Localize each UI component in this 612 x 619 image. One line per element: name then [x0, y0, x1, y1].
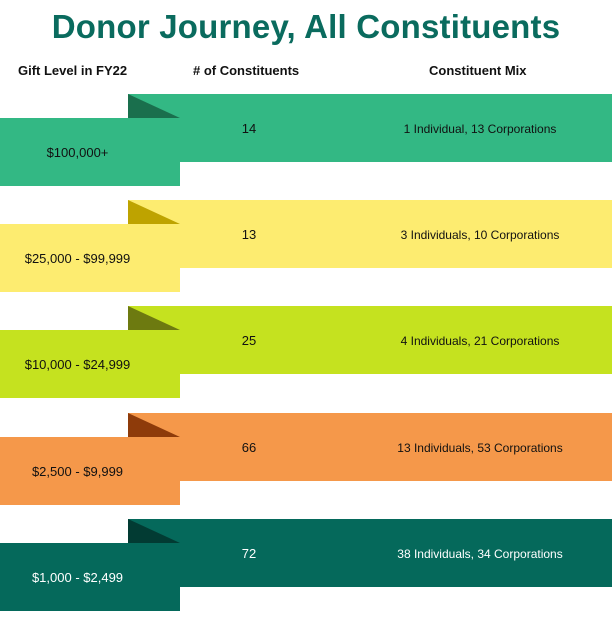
page-title: Donor Journey, All Constituents [51, 8, 561, 45]
ribbon-fold [128, 200, 180, 224]
tier-band [128, 306, 612, 374]
gift-level-tab: $1,000 - $2,499 [0, 543, 180, 611]
tier-row: $25,000 - $99,999 13 3 Individuals, 10 C… [0, 200, 612, 292]
gift-level-tab: $25,000 - $99,999 [0, 224, 180, 292]
gift-level-label: $100,000+ [46, 144, 109, 160]
gift-level-tab: $2,500 - $9,999 [0, 437, 180, 505]
constituent-mix: 13 Individuals, 53 Corporations [397, 441, 563, 455]
tier-row: $10,000 - $24,999 25 4 Individuals, 21 C… [0, 306, 612, 398]
gift-level-column-header: Gift Level in FY22 [18, 63, 128, 78]
constituent-count: 25 [241, 333, 257, 348]
tier-row: $1,000 - $2,499 72 38 Individuals, 34 Co… [0, 519, 612, 611]
tier-band [128, 200, 612, 268]
gift-level-tab: $10,000 - $24,999 [0, 330, 180, 398]
tier-row: $2,500 - $9,999 66 13 Individuals, 53 Co… [0, 413, 612, 505]
gift-level-label: $1,000 - $2,499 [31, 569, 124, 585]
tier-band [128, 94, 612, 162]
constituent-count: 14 [241, 121, 257, 136]
constituent-mix: 3 Individuals, 10 Corporations [400, 228, 560, 242]
tier-band [128, 519, 612, 587]
gift-level-label: $10,000 - $24,999 [24, 356, 131, 372]
constituent-mix-column-header: Constituent Mix [429, 63, 527, 78]
constituents-column-header: # of Constituents [193, 63, 300, 78]
constituent-mix: 4 Individuals, 21 Corporations [400, 334, 560, 348]
ribbon-fold [128, 94, 180, 118]
constituent-count: 66 [241, 440, 257, 455]
ribbon-fold [128, 519, 180, 543]
gift-level-tab: $100,000+ [0, 118, 180, 186]
constituent-mix: 1 Individual, 13 Corporations [403, 122, 557, 136]
constituent-count: 72 [241, 546, 257, 561]
tier-band [128, 413, 612, 481]
ribbon-fold [128, 413, 180, 437]
ribbon-fold [128, 306, 180, 330]
tier-row: $100,000+ 14 1 Individual, 13 Corporatio… [0, 94, 612, 186]
gift-level-label: $25,000 - $99,999 [24, 250, 131, 266]
constituent-mix: 38 Individuals, 34 Corporations [397, 547, 563, 561]
gift-level-label: $2,500 - $9,999 [31, 463, 124, 479]
constituent-count: 13 [241, 227, 257, 242]
